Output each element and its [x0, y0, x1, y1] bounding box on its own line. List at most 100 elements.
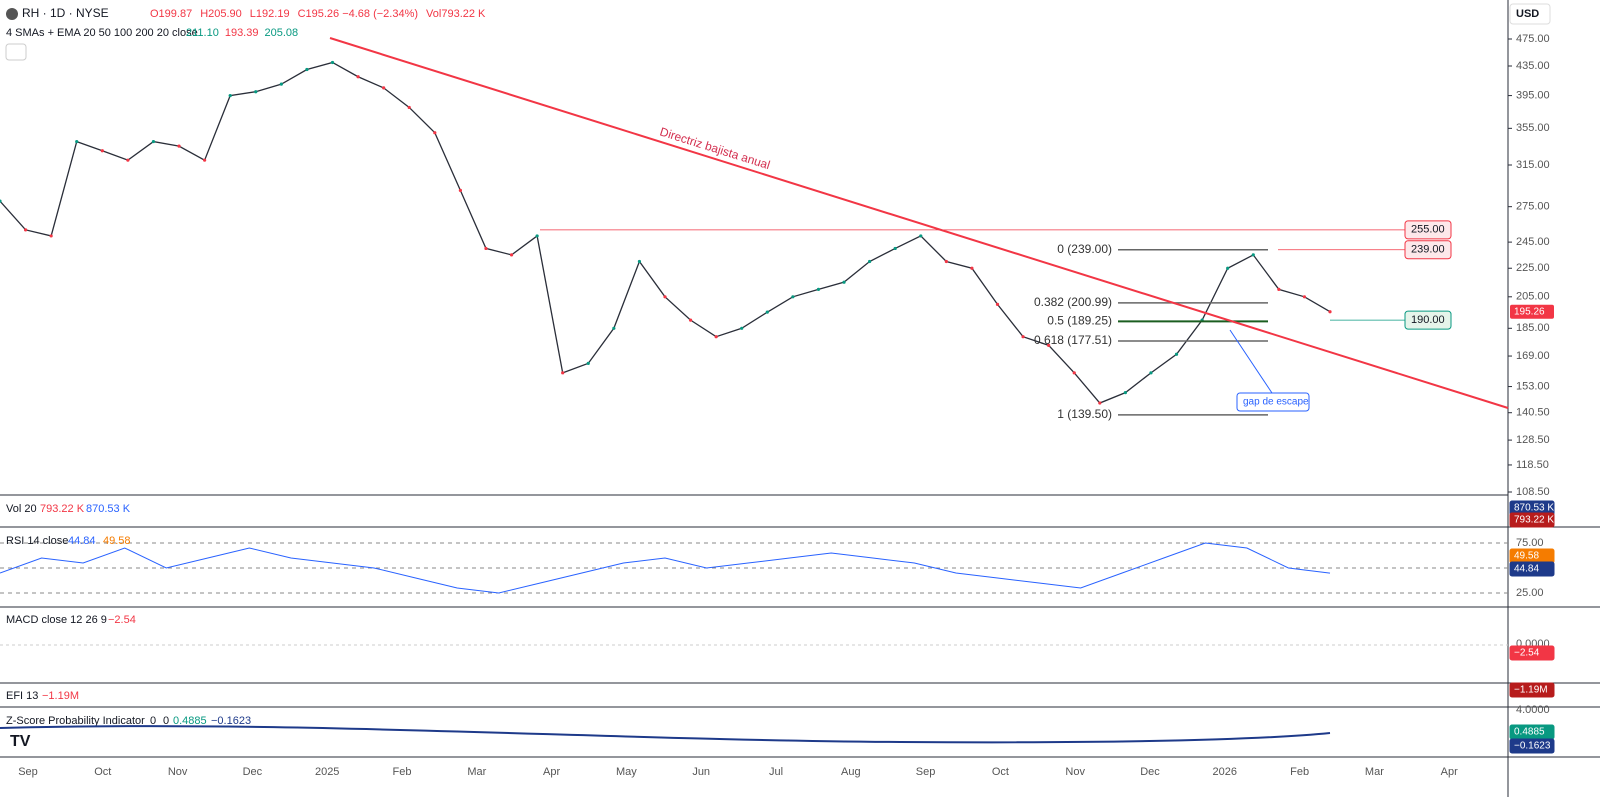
ohlc-value: L192.19	[250, 8, 290, 20]
close-point	[740, 326, 744, 330]
pane-value: 49.58	[103, 535, 131, 547]
x-tick-label: Nov	[168, 766, 188, 778]
vol-tag-bg	[1509, 512, 1555, 528]
x-tick-label: Mar	[467, 766, 486, 778]
y-tick-label: 108.50	[1516, 486, 1550, 498]
x-tick-label: Mar	[1365, 766, 1384, 778]
x-tick-label: 2026	[1213, 766, 1237, 778]
fib-label: 1 (139.50)	[1057, 407, 1112, 421]
close-point	[1226, 266, 1230, 270]
level-tag-bg	[1404, 220, 1452, 240]
close-point	[254, 90, 258, 94]
x-tick-label: Sep	[916, 766, 936, 778]
close-point	[126, 158, 130, 162]
fib-label: 0.618 (177.51)	[1034, 333, 1112, 347]
close-point	[944, 259, 948, 264]
macd-tag-bg	[1509, 645, 1555, 661]
gap-box	[1236, 392, 1310, 412]
x-tick-label: Sep	[18, 766, 38, 778]
x-tick-label: Aug	[841, 766, 861, 778]
rsi-line	[0, 542, 1331, 594]
currency-button[interactable]	[1509, 3, 1551, 25]
close-point	[382, 86, 386, 90]
close-point	[586, 361, 590, 365]
close-point	[714, 335, 718, 339]
indicator-value: 211.10	[186, 27, 219, 39]
close-point	[49, 234, 53, 238]
y-tick-label: 275.00	[1516, 201, 1550, 213]
fib-label: 0.5 (189.25)	[1047, 313, 1112, 327]
close-point	[842, 280, 846, 284]
efi-tag: −1.19M	[1514, 685, 1548, 696]
fib-label: 0 (239.00)	[1057, 242, 1112, 256]
level-tag: 190.00	[1411, 314, 1445, 326]
close-point	[1149, 371, 1153, 375]
y-tick-label: 315.00	[1516, 159, 1550, 171]
pane-value: −0.1623	[211, 715, 251, 727]
pane-value: 0	[150, 715, 156, 727]
close-point	[637, 259, 642, 264]
y-tick-label: 75.00	[1516, 537, 1544, 549]
close-point	[663, 295, 667, 299]
x-tick-label: Oct	[94, 766, 111, 778]
collapse-button[interactable]	[5, 43, 27, 61]
x-tick-label: Nov	[1065, 766, 1085, 778]
level-tag-bg	[1404, 310, 1452, 330]
close-point	[203, 158, 207, 162]
pane-title: RSI 14 close	[6, 535, 68, 547]
y-tick-label: 245.00	[1516, 236, 1550, 248]
close-point	[612, 326, 616, 330]
close-point	[816, 287, 821, 292]
y-tick-label: 475.00	[1516, 33, 1550, 45]
close-point	[1047, 343, 1051, 347]
currency: USD	[1516, 8, 1539, 20]
gap-label: gap de escape	[1243, 397, 1309, 408]
close-point	[1123, 391, 1127, 395]
y-tick-label: 225.00	[1516, 262, 1550, 274]
x-tick-label: Feb	[393, 766, 412, 778]
x-tick-label: Apr	[1441, 766, 1458, 778]
vol-tag: 793.22 K	[1514, 515, 1554, 526]
z-tag: −0.1623	[1514, 741, 1551, 752]
close-point	[75, 139, 79, 144]
last-price-bg	[1510, 304, 1554, 319]
close-point	[356, 75, 360, 79]
close-point	[279, 82, 283, 86]
close-point	[1277, 287, 1281, 292]
z-tag: 0.4885	[1514, 727, 1545, 738]
y-tick-label: 25.00	[1516, 587, 1544, 599]
pane-title: Z-Score Probability Indicator	[6, 715, 145, 727]
close-point	[919, 234, 923, 238]
close-point	[1072, 371, 1076, 375]
symbol-logo	[6, 8, 18, 20]
pane-value: 44.84	[68, 535, 96, 547]
x-tick-label: May	[616, 766, 637, 778]
y-tick-label: 118.50	[1516, 459, 1549, 471]
rsi-tag: 44.84	[1514, 564, 1539, 575]
rsi-tag: 49.58	[1514, 551, 1539, 562]
y-tick-label: 185.00	[1516, 322, 1550, 334]
close-point	[1174, 352, 1179, 356]
close-point	[1021, 335, 1025, 339]
close-point	[765, 310, 769, 314]
z-tag-bg	[1509, 738, 1555, 754]
tv-logo: TV	[10, 733, 31, 750]
last-price: 195.26	[1514, 306, 1545, 317]
close-point	[330, 60, 335, 65]
pane-value: 0	[163, 715, 169, 727]
zscore-line	[0, 725, 1331, 744]
close-point	[970, 266, 974, 270]
y-tick-label: 435.00	[1516, 60, 1550, 72]
close-point	[458, 188, 462, 192]
close-point	[407, 105, 411, 110]
close-point	[995, 302, 1000, 306]
x-tick-label: Dec	[1140, 766, 1160, 778]
close-point	[561, 371, 565, 375]
close-point	[791, 295, 795, 299]
level-tag: 255.00	[1411, 224, 1445, 236]
pane-title: EFI 13	[6, 690, 38, 702]
close-point	[100, 149, 104, 153]
indicator-value: 205.08	[264, 27, 298, 39]
close-point	[177, 144, 181, 148]
x-tick-label: Feb	[1290, 766, 1309, 778]
